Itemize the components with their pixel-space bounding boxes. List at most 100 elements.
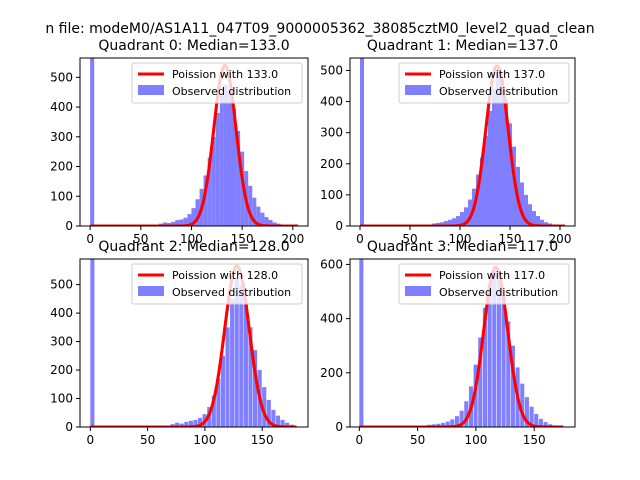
legend-hist-swatch [405,286,431,296]
hist-bar [528,204,532,226]
legend-poisson-label: Poission with 117.0 [439,269,545,282]
hist-bar [464,401,469,427]
legend-hist-label: Observed distribution [439,85,558,98]
hist-bar [183,217,188,226]
x-tick-label: 50 [410,433,425,447]
axes-frame [79,258,309,428]
hist-bar [456,216,460,226]
hist-bar [227,90,232,226]
legend: Poission with 128.0 Observed distribution [131,263,303,305]
histogram [90,58,293,226]
y-tick-label: 200 [320,157,343,171]
hist-bar [285,422,290,427]
hist-bar [529,406,534,427]
x-tick-label: 150 [523,433,546,447]
y-tick-label: 400 [50,306,73,320]
hist-bar [520,182,524,226]
subplot-title: Quadrant 3: Median=117.0 [367,239,558,255]
legend-hist-swatch [405,85,431,95]
hist-bar [191,208,196,226]
hist-bar [520,383,525,427]
axes-frame [79,57,309,227]
hist-bar [510,345,515,427]
axes-frame [349,258,576,428]
subplot-0: 0 50 100 150 200 0 100 200 300 400 500 Quadrant 0: … [50,38,309,246]
hist-bar [175,422,180,427]
hist-bar [260,212,265,226]
y-tick-label: 100 [50,392,73,406]
x-tick-label: 50 [140,433,155,447]
x-tick-label: 0 [86,232,94,246]
x-tick-label: 200 [281,232,304,246]
y-tick-label: 200 [320,366,343,380]
hist-bar [484,135,488,226]
hist-bar [504,98,508,226]
hist-bar [236,130,241,226]
subplot-title: Quadrant 1: Median=137.0 [367,38,558,54]
hist-bar [487,283,492,427]
hist-bar [275,415,281,427]
hist-bar [532,211,536,226]
subplot-2: 0 50 100 150 0 100 200 300 400 500 Quadrant 2: Med… [50,239,309,447]
hist-bar [512,146,516,226]
hist-bar [220,355,226,427]
hist-bar [253,350,258,427]
hist-bar [219,95,224,226]
hist-bar [240,151,245,226]
hist-bar [478,337,483,427]
hist-bar [248,185,253,226]
legend-poisson-label: Poission with 133.0 [172,68,278,81]
hist-bar [524,194,528,226]
hist-bar [266,399,271,427]
subplot-3: 0 50 100 150 0 200 400 600 Quadrant 3: Median=11… [320,239,576,447]
hist-bar [448,219,452,226]
hist-bar [203,175,208,226]
subplot-1: 0 50 100 150 200 0 100 200 300 400 500 Quadrant 1: … [320,38,576,246]
x-tick-label: 150 [231,232,254,246]
hist-bar [524,397,529,427]
legend-poisson-label: Poission with 128.0 [172,269,278,282]
hist-bar [445,421,450,427]
x-tick-label: 0 [356,232,364,246]
hist-bar [216,378,221,427]
hist-bar [501,296,506,427]
legend-hist-swatch [138,85,164,95]
hist-bar [482,307,487,427]
hist-bar [215,113,220,226]
y-tick-label: 200 [50,363,73,377]
hist-bar [223,84,228,226]
hist-bar [492,269,497,427]
hist-bar [492,89,496,226]
subplot-title: Quadrant 0: Median=133.0 [98,38,289,54]
y-tick-label: 300 [50,335,73,349]
hist-bar [179,219,184,226]
hist-bar [468,199,472,226]
y-tick-label: 300 [50,130,73,144]
x-tick-label: 150 [251,433,274,447]
hist-bar [256,206,261,226]
y-tick-label: 500 [50,278,73,292]
hist-bar [450,419,455,427]
hist-bar [163,222,168,226]
legend: Poission with 117.0 Observed distribution [398,263,570,305]
x-tick-label: 50 [133,232,148,246]
y-tick-label: 500 [50,70,73,84]
hist-bar [436,222,440,226]
x-tick-label: 150 [499,232,522,246]
legend: Poission with 133.0 Observed distribution [131,62,303,104]
poisson-curve-solid [360,64,565,226]
hist-bar [90,58,95,226]
histogram [360,58,560,226]
hist-bar [248,327,253,427]
hist-bar [359,259,364,427]
hist-bar [264,217,269,226]
hist-bar [444,221,448,226]
x-tick-label: 0 [356,433,364,447]
hist-bar [536,216,540,226]
hist-bar [252,197,257,226]
hist-bar [211,395,216,427]
hist-bar [473,364,478,427]
hist-bar [476,174,480,226]
hist-bar [496,275,501,427]
